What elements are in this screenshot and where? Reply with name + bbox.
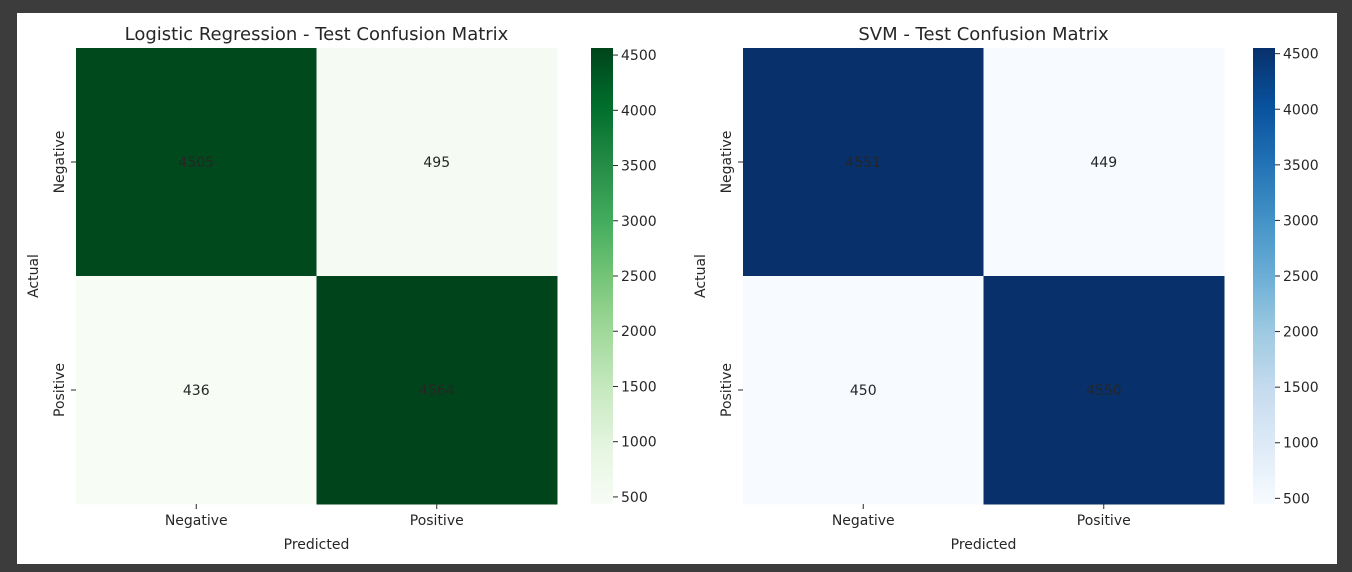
svm-colorbar-tick-label: 4000: [1283, 102, 1319, 118]
logistic-regression-colorbar-tick-label: 2500: [621, 269, 657, 285]
svm-colorbar-tick-label: 1500: [1283, 380, 1319, 396]
logistic-regression-y-tick-label: Negative: [52, 131, 68, 194]
svm-cell-annotation: 4551: [845, 155, 881, 171]
svm-colorbar-tick-label: 3500: [1283, 158, 1319, 174]
svm-cell-negative-positive: [983, 48, 1225, 277]
logistic-regression-y-tick-label: Positive: [52, 363, 68, 417]
svm-cell-annotation: 449: [1090, 155, 1117, 171]
logistic-regression-colorbar-tick-label: 3500: [621, 159, 657, 175]
svm-colorbar-tick-label: 2000: [1283, 325, 1319, 341]
svm-y-axis-label: Actual: [693, 254, 709, 298]
svm-x-axis-label: Predicted: [951, 537, 1017, 553]
svm-chart-title: SVM - Test Confusion Matrix: [858, 24, 1109, 45]
logistic-regression-colorbar: [591, 48, 613, 504]
logistic-regression-colorbar-tick-label: 4500: [621, 48, 657, 64]
logistic-regression-colorbar-tick-label: 500: [621, 490, 648, 506]
logistic-regression-colorbar-tick-label: 1500: [621, 379, 657, 395]
logistic-regression-cell-annotation: 4505: [178, 155, 214, 171]
figure: Logistic Regression - Test Confusion Mat…: [17, 13, 1337, 564]
logistic-regression-x-tick-label: Negative: [165, 513, 228, 529]
logistic-regression-colorbar-tick-label: 2000: [621, 324, 657, 340]
logistic-regression-cell-annotation: 495: [423, 155, 450, 171]
svm-cell-positive-negative: [743, 276, 984, 505]
svm-colorbar: [1253, 48, 1275, 504]
logistic-regression-colorbar-tick-label: 1000: [621, 435, 657, 451]
logistic-regression-colorbar-tick-label: 3000: [621, 214, 657, 230]
svm-cell-positive-positive: [983, 276, 1225, 505]
logistic-regression-y-axis-label: Actual: [26, 254, 42, 298]
svm-x-tick-label: Negative: [832, 513, 895, 529]
svm-cell-negative-negative: [743, 48, 984, 277]
svm-cell-annotation: 450: [850, 383, 877, 399]
svm-heatmap-panel: SVM - Test Confusion Matrix 4551 449 450 455…: [693, 24, 1319, 553]
logistic-regression-cell-annotation: 4564: [419, 383, 455, 399]
svm-y-tick-label: Negative: [719, 131, 735, 194]
logistic-regression-chart-title: Logistic Regression - Test Confusion Mat…: [125, 24, 509, 45]
svm-colorbar-tick-label: 500: [1283, 491, 1310, 507]
logistic-regression-cell-negative-positive: [316, 48, 558, 277]
logistic-regression-x-tick-label: Positive: [410, 513, 464, 529]
svm-y-tick-label: Positive: [719, 363, 735, 417]
svm-colorbar-tick-label: 4500: [1283, 47, 1319, 63]
svm-colorbar-tick-label: 2500: [1283, 269, 1319, 285]
logistic-regression-x-axis-label: Predicted: [284, 537, 350, 553]
logistic-regression-cell-positive-positive: [316, 276, 558, 505]
logistic-regression-cell-positive-negative: [76, 276, 317, 505]
svm-colorbar-tick-label: 1000: [1283, 436, 1319, 452]
svm-x-tick-label: Positive: [1077, 513, 1131, 529]
chart-figure: Logistic Regression - Test Confusion Mat…: [26, 24, 1319, 553]
logistic-regression-heatmap-panel: Logistic Regression - Test Confusion Mat…: [26, 24, 657, 553]
svm-colorbar-tick-label: 3000: [1283, 213, 1319, 229]
logistic-regression-cell-negative-negative: [76, 48, 317, 277]
logistic-regression-cell-annotation: 436: [183, 383, 210, 399]
svm-cell-annotation: 4550: [1086, 383, 1122, 399]
logistic-regression-colorbar-tick-label: 4000: [621, 103, 657, 119]
